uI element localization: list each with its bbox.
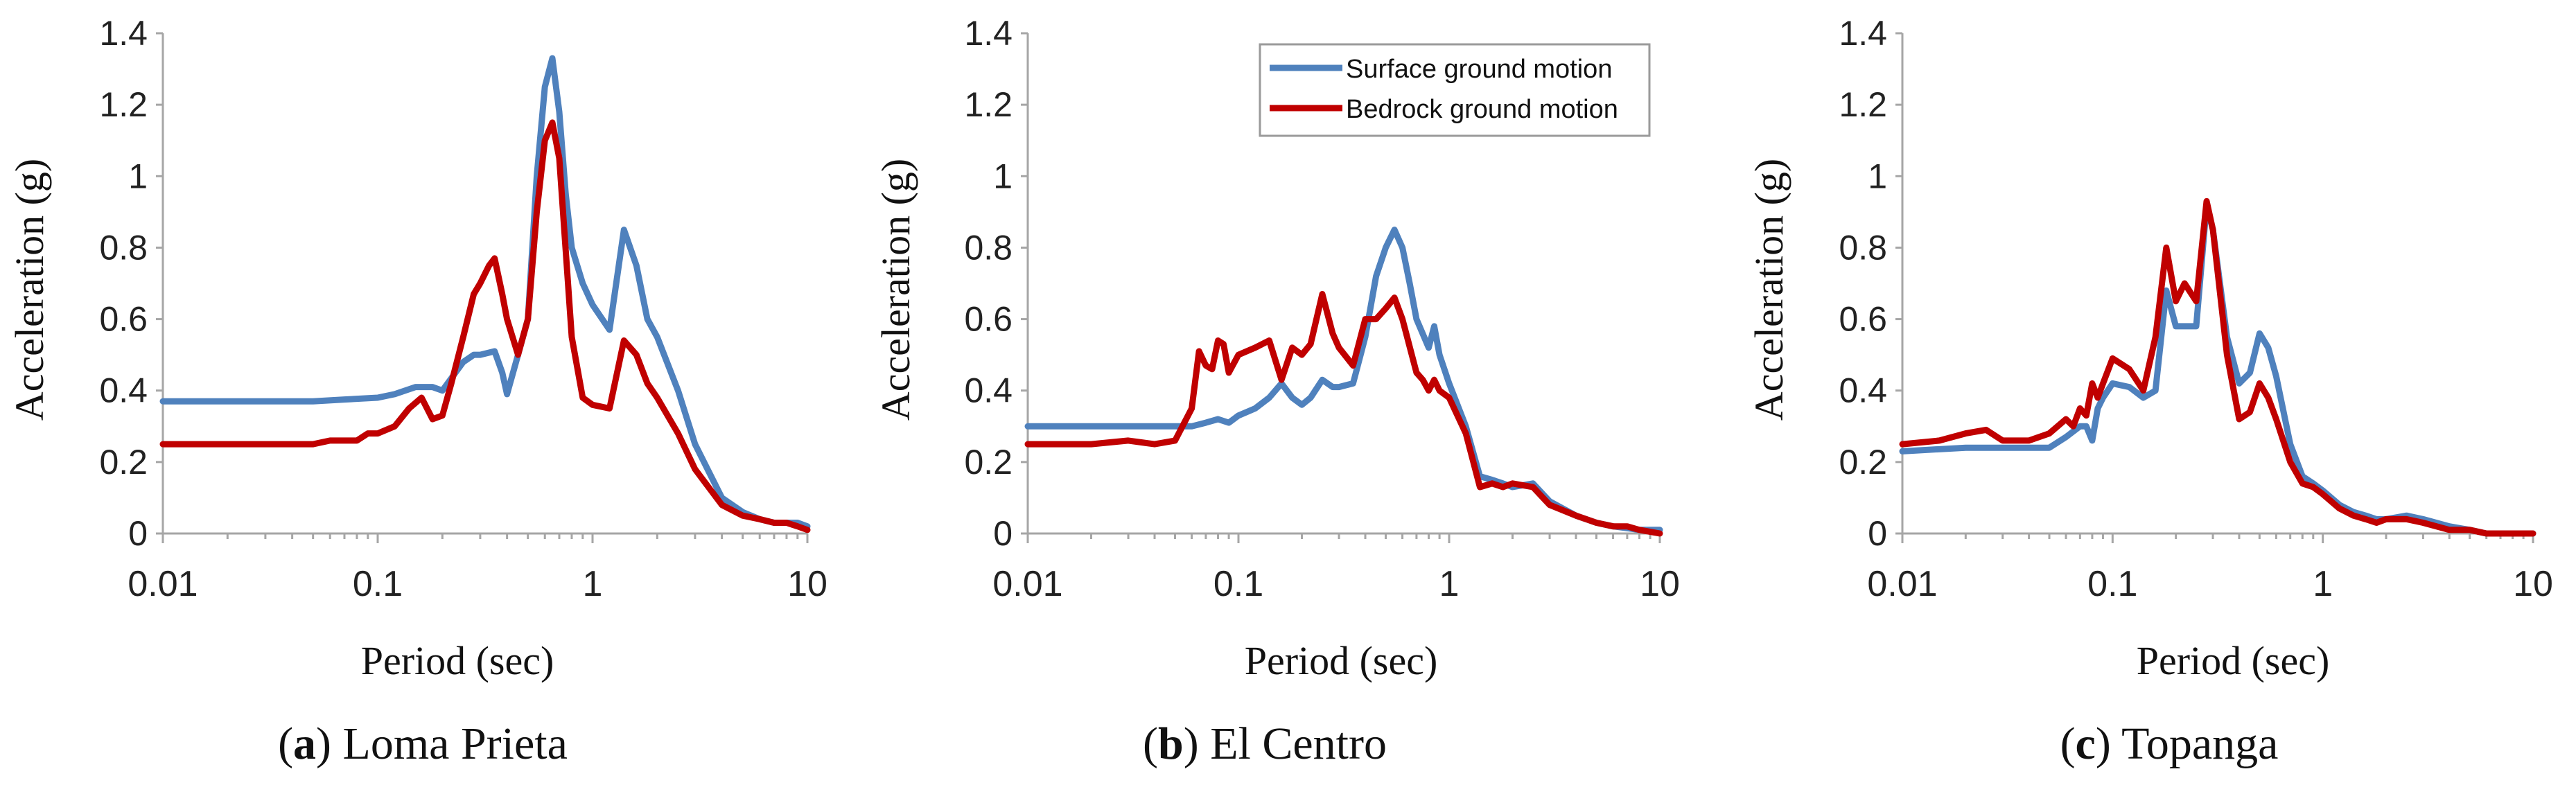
panel-b-xtick-label: 0.1 xyxy=(1213,564,1263,604)
panel-b-xtick-label: 10 xyxy=(1640,564,1680,604)
panel-b-plot: 0 0.2 0.4 0.6 0.8 1 1.2 1.4 0.01 0.1 1 10 xyxy=(964,14,1679,604)
panel-b-ytick-label: 1.2 xyxy=(964,85,1013,124)
panel-c-ytick-label: 1.2 xyxy=(1839,85,1887,124)
panel-c-ytick-label: 0.2 xyxy=(1839,443,1887,482)
panel-b-xlabel: Period (sec) xyxy=(1245,638,1438,683)
panel-a-ytick-label: 1.2 xyxy=(99,85,148,124)
panel-b-ytick-label: 0.4 xyxy=(964,371,1013,410)
panel-c-bedrock-line xyxy=(1899,197,2536,537)
panel-c-ytick-label: 0.8 xyxy=(1839,228,1887,267)
panel-a-plot: 0 0.2 0.4 0.6 0.8 1 1.2 1.4 0.01 0.1 1 10 xyxy=(99,14,827,604)
panel-a-xtick-label: 1 xyxy=(583,564,603,604)
panel-a-xtick-label: 10 xyxy=(787,564,827,604)
panel-c-xtick-label: 0.01 xyxy=(1867,564,1937,604)
panel-c-ylabel: Acceleration (g) xyxy=(1746,159,1791,421)
panel-a-bedrock-line xyxy=(159,119,811,533)
panel-c-ytick-label: 0.6 xyxy=(1839,300,1887,339)
panel-b-xtick-label: 1 xyxy=(1439,564,1460,604)
legend-bedrock-label: Bedrock ground motion xyxy=(1346,95,1618,124)
panel-b-ylabel: Acceleration (g) xyxy=(873,159,918,421)
panel-b-ytick-label: 0.2 xyxy=(964,443,1013,482)
panel-a-xlabel: Period (sec) xyxy=(361,638,554,683)
panel-c: 0 0.2 0.4 0.6 0.8 1 1.2 1.4 0.01 0.1 1 10 Accelerat… xyxy=(1746,14,2553,769)
panel-a-ytick-label: 0.8 xyxy=(99,228,148,267)
panel-b-ytick-label: 0.8 xyxy=(964,228,1013,267)
panel-c-xtick-label: 10 xyxy=(2513,564,2553,604)
panel-b-xtick-label: 0.01 xyxy=(992,564,1062,604)
panel-c-plot: 0 0.2 0.4 0.6 0.8 1 1.2 1.4 0.01 0.1 1 10 xyxy=(1839,14,2552,604)
panel-a-ytick-label: 1 xyxy=(128,157,148,195)
panel-a-ytick-label: 1.4 xyxy=(99,14,148,53)
panel-c-xtick-label: 0.1 xyxy=(2087,564,2137,604)
legend-box xyxy=(1259,43,1651,137)
panel-c-ytick-label: 0.4 xyxy=(1839,371,1887,410)
panel-a-ytick-label: 0 xyxy=(128,514,148,553)
panel-b-letter: b xyxy=(1158,718,1184,769)
panel-b-caption-text: El Centro xyxy=(1210,718,1387,769)
panel-a-surface-line xyxy=(159,55,811,530)
panel-a-ytick-label: 0.4 xyxy=(99,371,148,410)
panel-c-caption: (c) Topanga xyxy=(2060,718,2279,769)
panel-c-ytick-label: 0 xyxy=(1868,514,1887,553)
panel-c-ytick-label: 1 xyxy=(1868,157,1887,195)
panel-b-bedrock-line xyxy=(1024,291,1663,537)
panel-a-caption: (a) Loma Prieta xyxy=(278,718,568,769)
legend-surface-label: Surface ground motion xyxy=(1346,55,1612,84)
panel-a-ylabel: Acceleration (g) xyxy=(7,159,52,421)
panel-b-caption: (b) El Centro xyxy=(1143,718,1387,769)
panel-b-surface-line xyxy=(1024,227,1663,533)
panel-b-ytick-label: 1 xyxy=(993,157,1013,195)
panel-a-xtick-label: 0.01 xyxy=(128,564,198,604)
panel-b-ytick-label: 0 xyxy=(993,514,1013,553)
panel-c-ytick-label: 1.4 xyxy=(1839,14,1887,53)
panel-c-xlabel: Period (sec) xyxy=(2137,638,2330,683)
panel-b-ytick-label: 1.4 xyxy=(964,14,1013,53)
legend: Surface ground motion Bedrock ground mot… xyxy=(1259,43,1651,137)
panel-c-letter: c xyxy=(2076,718,2096,769)
panel-a: 0 0.2 0.4 0.6 0.8 1 1.2 1.4 0.01 0.1 1 10 Accelerat… xyxy=(7,14,827,769)
panel-a-letter: a xyxy=(293,718,316,769)
panel-a-ytick-label: 0.2 xyxy=(99,443,148,482)
panel-a-caption-text: Loma Prieta xyxy=(343,718,568,769)
panel-b-ytick-label: 0.6 xyxy=(964,300,1013,339)
panel-a-xtick-label: 0.1 xyxy=(353,564,403,604)
panel-a-ytick-label: 0.6 xyxy=(99,300,148,339)
panel-c-xtick-label: 1 xyxy=(2313,564,2333,604)
panel-c-caption-text: Topanga xyxy=(2121,718,2278,769)
panel-b: 0 0.2 0.4 0.6 0.8 1 1.2 1.4 0.01 0.1 1 10 Accelerat… xyxy=(873,14,1680,769)
